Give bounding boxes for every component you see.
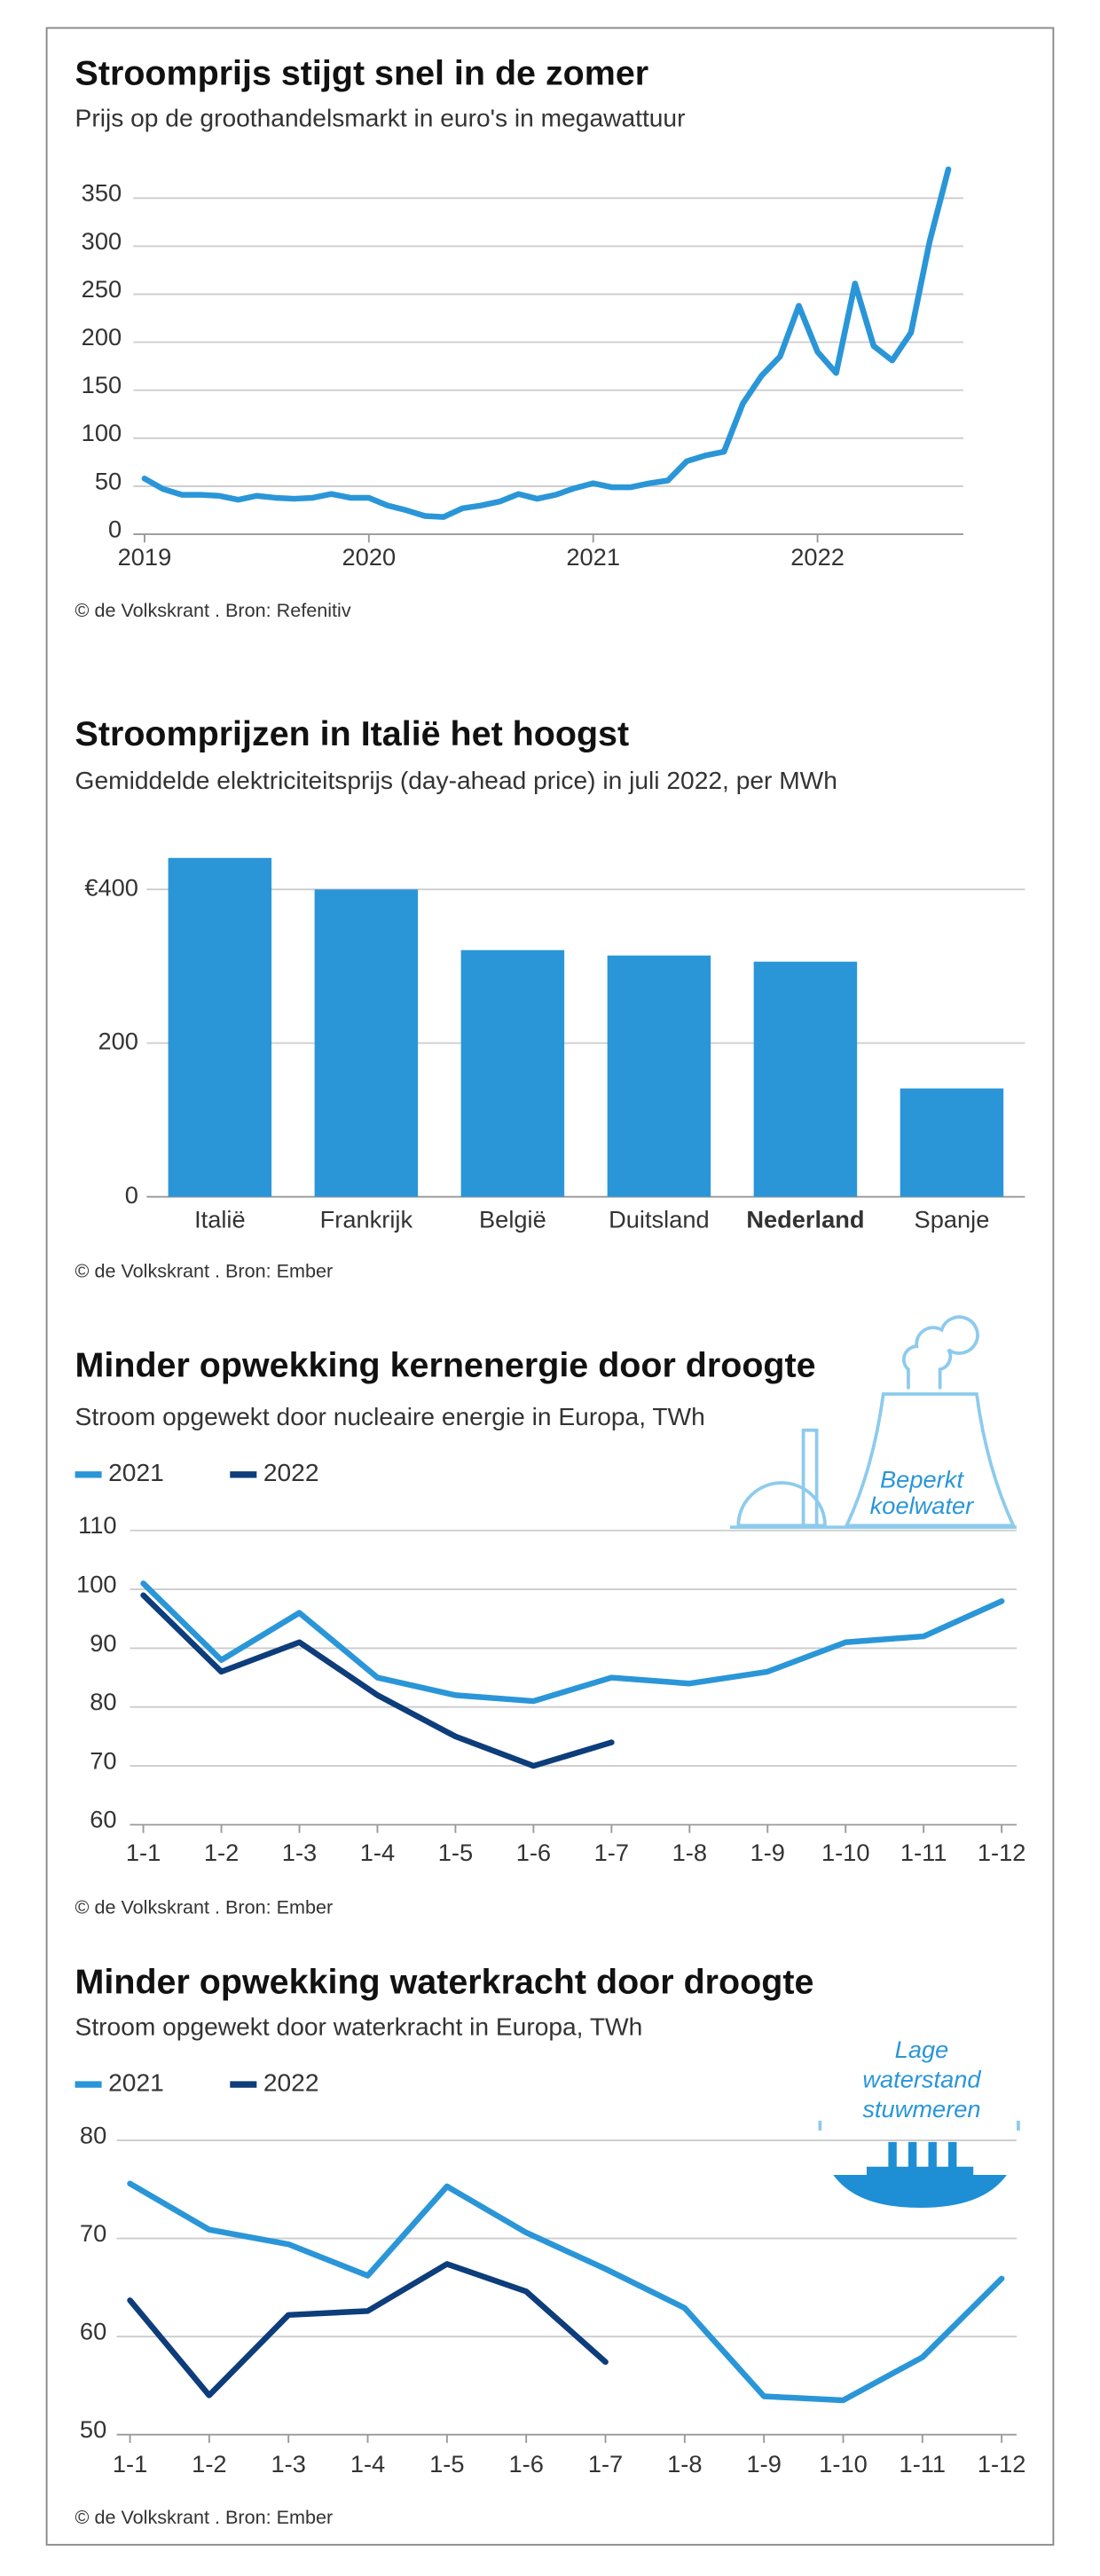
x-tick-label: 1-7: [594, 1839, 629, 1866]
x-tick-label: 1-5: [438, 1839, 473, 1866]
x-tick-label: 1-6: [509, 2451, 544, 2478]
x-tick-label: 1-3: [282, 1839, 317, 1866]
legend-label: 2021: [108, 2069, 164, 2097]
x-tick-label: 1-6: [516, 1839, 551, 1866]
legend-label: 2022: [263, 2069, 319, 2097]
annotation: Lage: [895, 2036, 949, 2063]
x-tick-label: 1-7: [588, 2451, 623, 2478]
y-tick-label: 200: [82, 324, 122, 351]
y-tick-label: 300: [82, 228, 122, 255]
bar: [607, 955, 711, 1197]
bar: [314, 889, 419, 1197]
x-tick-label: 1-12: [978, 2451, 1026, 2478]
y-tick-label: 0: [125, 1182, 138, 1209]
x-tick-label: 1-10: [819, 2451, 868, 2478]
x-tick-label: 1-2: [192, 2451, 226, 2478]
source: © de Volkskrant . Bron: Ember: [75, 1897, 334, 1918]
x-tick-label: 1-1: [113, 2451, 147, 2478]
cooling-tower-icon: [729, 1315, 1018, 1529]
chart-title: Stroomprijzen in Italië het hoogst: [75, 715, 630, 753]
y-tick-label: 60: [80, 2319, 106, 2345]
x-tick-label: België: [479, 1207, 546, 1233]
x-tick-label: Nederland: [746, 1207, 864, 1233]
x-tick-label: Frankrijk: [320, 1207, 413, 1233]
y-tick-label: 60: [90, 1807, 116, 1833]
line-series: [127, 2261, 609, 2399]
y-tick-label: 100: [82, 420, 122, 446]
y-tick-label: 250: [82, 276, 122, 303]
x-tick-label: 1-4: [360, 1839, 395, 1866]
y-tick-label: 90: [90, 1630, 116, 1657]
x-tick-label: 1-9: [746, 2451, 781, 2478]
bar: [753, 961, 858, 1197]
y-tick-label: 70: [80, 2220, 106, 2247]
y-tick-label: 50: [80, 2416, 106, 2443]
x-tick-label: 1-2: [204, 1839, 239, 1866]
x-tick-label: 2019: [118, 544, 172, 571]
x-tick-label: 1-8: [667, 2451, 702, 2478]
y-tick-label: 80: [90, 1689, 116, 1715]
y-tick-label: 200: [98, 1028, 138, 1055]
line-series: [127, 2180, 1005, 2404]
legend-label: 2022: [263, 1459, 319, 1486]
x-tick-label: 1-3: [271, 2451, 306, 2478]
y-tick-label: 150: [82, 372, 122, 398]
y-tick-label: 80: [80, 2123, 106, 2149]
chart-title: Minder opwekking waterkracht door droogt…: [75, 1964, 814, 2002]
x-tick-label: 1-11: [900, 1839, 947, 1866]
annotation: waterstand: [862, 2067, 981, 2093]
x-tick-label: 1-12: [978, 1839, 1026, 1866]
line-series: [140, 1592, 615, 1769]
y-tick-label: 70: [90, 1748, 116, 1775]
bar: [168, 857, 272, 1197]
annotation: Beperkt: [880, 1466, 964, 1493]
y-tick-label: 50: [95, 469, 122, 495]
x-tick-label: 1-10: [821, 1839, 870, 1866]
x-tick-label: 1-4: [350, 2451, 385, 2478]
x-tick-label: Spanje: [915, 1207, 990, 1233]
chart-subtitle: Stroom opgewekt door waterkracht in Euro…: [75, 2013, 643, 2041]
y-tick-label: 100: [76, 1572, 116, 1598]
y-tick-label: 0: [108, 516, 122, 543]
line-series: [140, 1580, 1005, 1705]
x-tick-label: 2020: [342, 544, 397, 571]
x-tick-label: Italië: [194, 1207, 246, 1233]
line-series: [141, 166, 952, 520]
x-tick-label: 1-11: [900, 2451, 947, 2478]
bar: [900, 1088, 1004, 1197]
chart-title: Minder opwekking kernenergie door droogt…: [75, 1347, 816, 1385]
annotation: koelwater: [870, 1493, 975, 1519]
reservoir-icon: [818, 2120, 1020, 2209]
x-tick-label: 1-5: [429, 2451, 464, 2478]
x-tick-label: 1-8: [672, 1839, 707, 1866]
y-tick-label: €400: [84, 875, 138, 902]
x-tick-label: 2022: [790, 544, 845, 571]
source: © de Volkskrant . Bron: Ember: [75, 2507, 334, 2528]
bar: [460, 949, 565, 1197]
y-tick-label: 350: [82, 180, 122, 207]
source: © de Volkskrant . Bron: Refenitiv: [75, 600, 351, 621]
legend-label: 2021: [108, 1459, 164, 1486]
annotation: stuwmeren: [862, 2096, 980, 2123]
y-tick-label: 110: [78, 1512, 116, 1539]
chart-subtitle: Gemiddelde elektriciteitsprijs (day-ahea…: [75, 767, 837, 794]
chart-subtitle: Stroom opgewekt door nucleaire energie i…: [75, 1403, 705, 1430]
chart-subtitle: Prijs op de groothandelsmarkt in euro's …: [75, 105, 686, 132]
x-tick-label: Duitsland: [609, 1207, 710, 1233]
x-tick-label: 1-9: [750, 1839, 785, 1866]
x-tick-label: 2021: [566, 544, 620, 571]
chart-title: Stroomprijs stijgt snel in de zomer: [75, 55, 649, 93]
x-tick-label: 1-1: [126, 1839, 161, 1866]
frame: [45, 27, 1055, 2546]
source: © de Volkskrant . Bron: Ember: [75, 1261, 334, 1282]
